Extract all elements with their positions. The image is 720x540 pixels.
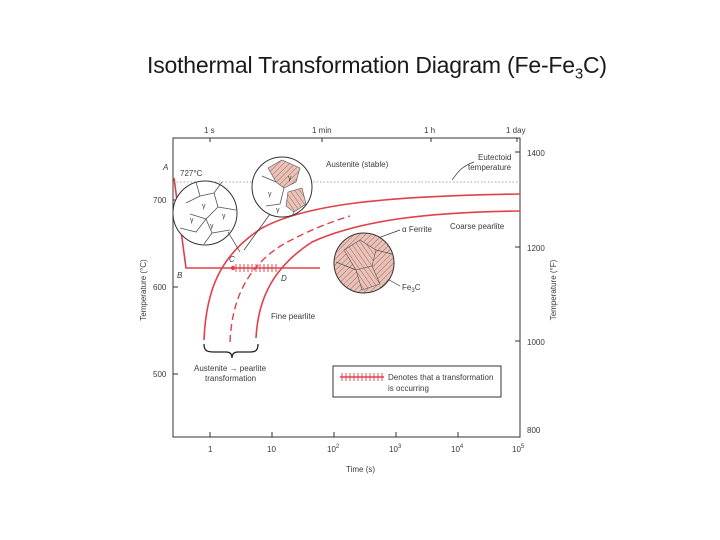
top-label-1h: 1 h bbox=[424, 126, 435, 135]
transformation-label-line2: transformation bbox=[205, 374, 256, 383]
transformation-label-line1: Austenite → pearlite bbox=[194, 364, 267, 373]
legend-line2: is occurring bbox=[388, 384, 429, 393]
point-c-label: C bbox=[229, 255, 235, 264]
title-subscript: 3 bbox=[574, 65, 584, 83]
fifty-percent-curve bbox=[229, 215, 351, 343]
title-end: C) bbox=[583, 52, 607, 78]
fe3c-label: Fe3C bbox=[402, 283, 421, 294]
eutectoid-label-line2: temperature bbox=[468, 163, 512, 172]
legend: Denotes that a transformation is occurri… bbox=[332, 365, 502, 398]
right-axis-label: Temperature (°F) bbox=[549, 259, 558, 320]
right-tick-1200: 1200 bbox=[527, 244, 545, 253]
x-tick-10e4-exp: 4 bbox=[460, 444, 464, 450]
x-tick-10e2: 102 bbox=[327, 444, 340, 454]
x-tick-10e4: 104 bbox=[451, 444, 464, 454]
point-c-marker bbox=[230, 265, 236, 271]
left-axis-label: Temperature (°C) bbox=[139, 259, 148, 321]
x-tick-10e2-base: 10 bbox=[327, 445, 336, 454]
x-tick-10e5-base: 10 bbox=[512, 445, 521, 454]
transformation-hatch bbox=[235, 264, 277, 272]
right-tick-1400: 1400 bbox=[527, 149, 545, 158]
right-tick-1000: 1000 bbox=[527, 338, 545, 347]
left-tick-500: 500 bbox=[153, 370, 167, 379]
left-axis: 700 600 500 Temperature (°C) bbox=[139, 196, 178, 379]
fe3c-sub: 3 bbox=[411, 288, 415, 294]
x-tick-10e5-exp: 5 bbox=[521, 444, 525, 450]
fine-pearlite-label: Fine pearlite bbox=[271, 312, 316, 321]
top-time-axis: 1 s 1 min 1 h 1 day bbox=[204, 126, 526, 142]
x-tick-10e3-exp: 3 bbox=[398, 444, 402, 450]
coarse-pearlite-label: Coarse pearlite bbox=[450, 222, 505, 231]
right-tick-800: 800 bbox=[527, 426, 541, 435]
transformation-start-curve bbox=[203, 193, 521, 341]
eutectoid-leader bbox=[451, 161, 475, 181]
point-d-label: D bbox=[281, 274, 287, 283]
eutectoid-label-line1: Eutectoid bbox=[478, 153, 511, 162]
pearlite-micrograph bbox=[333, 232, 395, 294]
gamma-symbol: γ bbox=[276, 207, 280, 214]
gamma-symbol: γ bbox=[190, 217, 194, 224]
transformation-finish-curve bbox=[255, 210, 521, 339]
x-axis: 1 10 102 103 104 105 Time (s) bbox=[208, 432, 525, 474]
x-tick-10e5: 105 bbox=[512, 444, 525, 454]
austenite-stable-label: Austenite (stable) bbox=[326, 160, 389, 169]
eutectoid-temp-label: 727°C bbox=[180, 169, 203, 178]
point-b-label: B bbox=[177, 271, 183, 280]
x-tick-10e4-base: 10 bbox=[451, 445, 460, 454]
top-label-1day: 1 day bbox=[506, 126, 526, 135]
fe3c-end: C bbox=[415, 283, 421, 292]
gamma-symbol: γ bbox=[202, 203, 206, 210]
title-main: Isothermal Transformation Diagram (Fe-Fe bbox=[147, 52, 575, 78]
x-axis-label: Time (s) bbox=[346, 465, 375, 474]
fe3c-main: Fe bbox=[402, 283, 412, 292]
gamma-symbol: γ bbox=[288, 175, 292, 182]
austenite-micrograph: γ γ γ γ bbox=[172, 180, 241, 253]
alpha-ferrite-label: α Ferrite bbox=[402, 225, 433, 234]
left-tick-700: 700 bbox=[153, 196, 167, 205]
point-a-label: A bbox=[162, 163, 168, 172]
right-axis: 1400 1200 1000 800 Temperature (°F) bbox=[515, 149, 558, 435]
slide-title: Isothermal Transformation Diagram (Fe-Fe… bbox=[147, 52, 607, 83]
gamma-symbol: γ bbox=[210, 223, 214, 230]
x-tick-1: 1 bbox=[208, 445, 213, 454]
x-tick-10: 10 bbox=[267, 445, 276, 454]
transformation-brace bbox=[203, 343, 259, 359]
top-label-1min: 1 min bbox=[312, 126, 332, 135]
left-tick-600: 600 bbox=[153, 283, 167, 292]
gamma-symbol: γ bbox=[222, 213, 226, 220]
x-tick-10e3: 103 bbox=[389, 444, 402, 454]
x-tick-10e2-exp: 2 bbox=[336, 444, 340, 450]
ferrite-leader bbox=[377, 229, 401, 239]
partial-transformation-micrograph: γ γ γ bbox=[243, 156, 313, 251]
gamma-symbol: γ bbox=[268, 191, 272, 198]
legend-line1: Denotes that a transformation bbox=[388, 373, 493, 382]
top-label-1s: 1 s bbox=[204, 126, 215, 135]
x-tick-10e3-base: 10 bbox=[389, 445, 398, 454]
